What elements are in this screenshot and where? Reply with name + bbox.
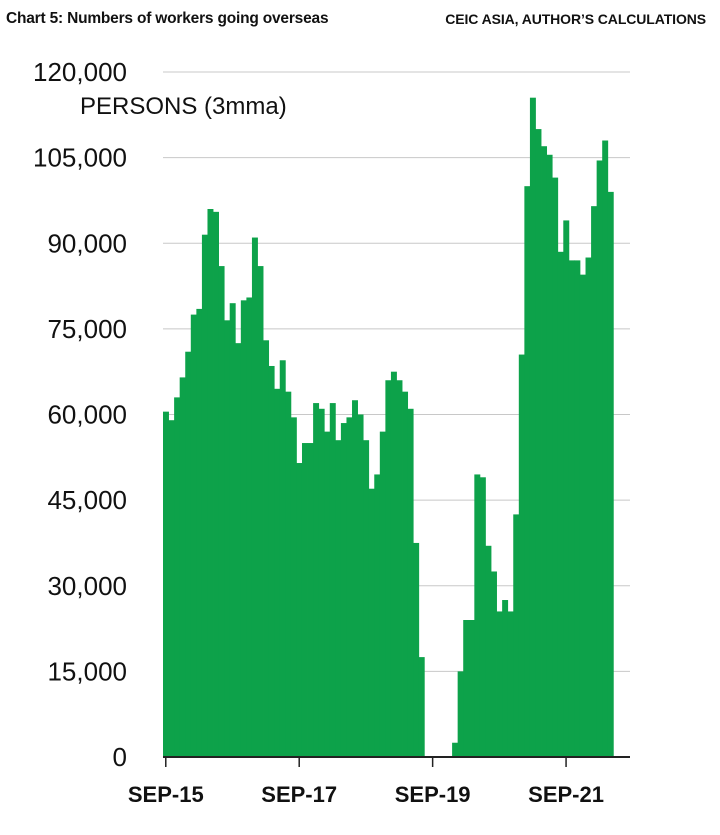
y-tick-label: 45,000 — [47, 485, 127, 515]
bar-2020-10 — [502, 600, 509, 757]
bar-2016-02 — [190, 314, 197, 757]
chart-title: Chart 5: Numbers of workers going overse… — [6, 10, 329, 27]
bar-2016-12 — [246, 297, 253, 757]
bar-2018-05 — [340, 423, 347, 757]
bar-2021-08 — [557, 251, 564, 757]
y-tick-label: 30,000 — [47, 571, 127, 601]
bar-2017-02 — [257, 266, 264, 757]
bar-2018-04 — [335, 440, 342, 757]
bar-2016-10 — [235, 343, 242, 757]
bar-2020-07 — [485, 545, 492, 757]
bar-2019-06 — [413, 542, 420, 757]
x-tick-label: SEP-17 — [261, 782, 337, 807]
bar-2020-06 — [479, 477, 486, 757]
bar-2021-01 — [518, 354, 525, 757]
bar-2017-06 — [279, 360, 286, 757]
bar-2020-01 — [452, 742, 459, 757]
bar-2017-12 — [313, 403, 320, 757]
axes — [163, 756, 630, 767]
y-tick-label: 105,000 — [33, 143, 127, 173]
bar-2017-05 — [274, 388, 281, 757]
bar-2017-10 — [301, 443, 308, 757]
bar-2018-12 — [379, 431, 386, 758]
bar-2018-01 — [318, 408, 325, 757]
bar-2015-09 — [163, 411, 169, 757]
bar-2021-02 — [524, 186, 531, 758]
bar-2018-08 — [357, 414, 364, 757]
bar-2016-04 — [201, 234, 208, 757]
bar-2015-11 — [174, 397, 181, 758]
bar-2021-03 — [529, 97, 536, 757]
bar-2019-03 — [396, 380, 403, 757]
bar-2022-03 — [596, 160, 603, 758]
bar-2018-03 — [329, 403, 336, 757]
bar-2018-09 — [363, 440, 370, 757]
bar-2021-10 — [568, 260, 575, 758]
bar-2017-11 — [307, 443, 314, 757]
y-tick-label: 0 — [113, 742, 127, 772]
bar-2018-11 — [374, 474, 381, 757]
bar-2016-11 — [240, 300, 247, 757]
bar-2018-06 — [346, 417, 353, 757]
bar-2020-12 — [513, 514, 520, 757]
bar-2017-08 — [290, 417, 297, 757]
x-tick-label: SEP-19 — [395, 782, 471, 807]
bar-2016-09 — [229, 303, 236, 757]
bar-2016-01 — [185, 351, 192, 757]
x-tick-label: SEP-15 — [128, 782, 204, 807]
bar-2017-04 — [268, 365, 275, 757]
x-tick-labels: SEP-15 SEP-17 SEP-19 SEP-21 — [128, 782, 604, 807]
bar-2018-07 — [352, 400, 358, 757]
bar-2021-06 — [546, 154, 553, 757]
bar-2021-07 — [552, 177, 559, 758]
bar-2017-09 — [296, 463, 303, 757]
bar-2020-08 — [491, 571, 497, 757]
y-tick-label: 15,000 — [47, 656, 127, 686]
bar-2019-04 — [402, 391, 409, 757]
bar-2022-04 — [602, 140, 609, 757]
bar-2015-10 — [168, 420, 175, 757]
x-tick-label: SEP-21 — [528, 782, 604, 807]
bar-2020-03 — [463, 620, 470, 757]
bar-2020-02 — [457, 671, 464, 758]
bar-2021-12 — [579, 274, 586, 757]
bar-2019-07 — [418, 657, 425, 757]
bar-2016-05 — [207, 209, 214, 757]
bar-2022-01 — [585, 257, 592, 757]
y-tick-label: 120,000 — [33, 57, 127, 87]
bar-2016-06 — [213, 211, 219, 758]
bar-2020-11 — [507, 611, 514, 757]
bar-2017-01 — [251, 237, 258, 758]
bar-2019-05 — [407, 408, 414, 757]
chart-source: CEIC ASIA, AUTHOR’S CALCULATIONS — [445, 11, 706, 27]
bar-2019-02 — [390, 371, 397, 757]
bar-2016-03 — [196, 308, 203, 757]
bar-2016-07 — [218, 266, 225, 757]
y-axis-label: PERSONS (3mma) — [80, 93, 287, 120]
bar-2020-04 — [468, 620, 475, 757]
bar-series — [163, 97, 614, 758]
bar-2022-05 — [607, 191, 614, 758]
bar-2018-10 — [368, 488, 375, 757]
bar-2022-02 — [591, 206, 598, 757]
bar-2017-07 — [285, 391, 292, 757]
bar-2018-02 — [324, 431, 331, 758]
bar-2021-09 — [563, 220, 570, 758]
bar-2016-08 — [224, 320, 231, 757]
bar-2020-09 — [496, 611, 503, 757]
y-tick-label: 90,000 — [47, 228, 127, 258]
y-tick-label: 75,000 — [47, 314, 127, 344]
bar-2019-01 — [385, 380, 392, 757]
bar-2020-05 — [474, 474, 481, 757]
y-tick-label: 60,000 — [47, 400, 127, 430]
bar-2021-11 — [574, 260, 581, 758]
bar-2015-12 — [179, 377, 186, 757]
bar-2021-04 — [535, 129, 542, 757]
bar-2017-03 — [263, 340, 270, 757]
bar-2021-05 — [541, 146, 548, 757]
y-tick-labels: 0 15,000 30,000 45,000 60,000 75,000 90,000 105… — [33, 57, 127, 772]
